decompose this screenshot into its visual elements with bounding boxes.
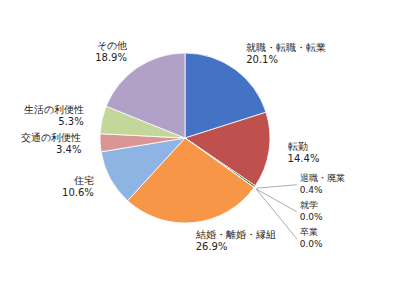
data-label: 結婚・離婚・縁組26.9% [195,229,276,252]
labels: 就職・転職・転業20.1% 転勤14.4% 結婚・離婚・縁組26.9% 住宅10.6%… [21,40,344,252]
data-label: 生活の利便性5.3% [24,104,84,127]
data-label: 交通の利便性3.4% [21,132,81,155]
slice-value: 0.0% [300,239,323,249]
data-label: 卒業 0.0% [300,227,323,249]
slice-label: 生活の利便性 [24,104,84,115]
leader-line [256,189,297,239]
slice-label: 住宅 [74,175,94,186]
data-label: 住宅10.6% [62,175,94,198]
slice-label: 交通の利便性 [21,132,81,143]
leader-line [257,185,297,188]
slice-value: 0.0% [300,212,323,222]
slice-label: 卒業 [300,227,318,237]
data-label: 就職・転職・転業20.1% [246,42,326,65]
slice-label: 就学 [300,200,318,210]
data-label: その他18.9% [95,40,127,63]
slice-value: 10.6% [62,187,94,198]
slice-value: 5.3% [58,116,83,127]
slice-value: 3.4% [56,144,81,155]
chart-container: 就職・転職・転業20.1% 転勤14.4% 結婚・離婚・縁組26.9% 住宅10.6%… [0,0,405,297]
slice-label: その他 [97,40,127,51]
slice-value: 14.4% [288,153,320,164]
slice-label: 退職・廃業 [300,173,345,183]
data-label: 退職・廃業 0.4% [300,173,345,195]
slice [106,53,185,138]
slice-value: 26.9% [196,241,228,252]
slice-value: 0.4% [300,185,323,195]
slices [100,53,270,223]
slice-label: 結婚・離婚・縁組 [195,229,276,240]
leader-line [256,189,297,212]
slice-label: 転勤 [288,141,308,152]
slice-value: 20.1% [246,54,278,65]
pie-chart: 就職・転職・転業20.1% 転勤14.4% 結婚・離婚・縁組26.9% 住宅10.6%… [0,0,405,297]
data-label: 就学 0.0% [300,200,323,222]
data-label: 転勤14.4% [288,141,320,164]
slice-label: 就職・転職・転業 [246,42,326,53]
slice-value: 18.9% [95,52,127,63]
